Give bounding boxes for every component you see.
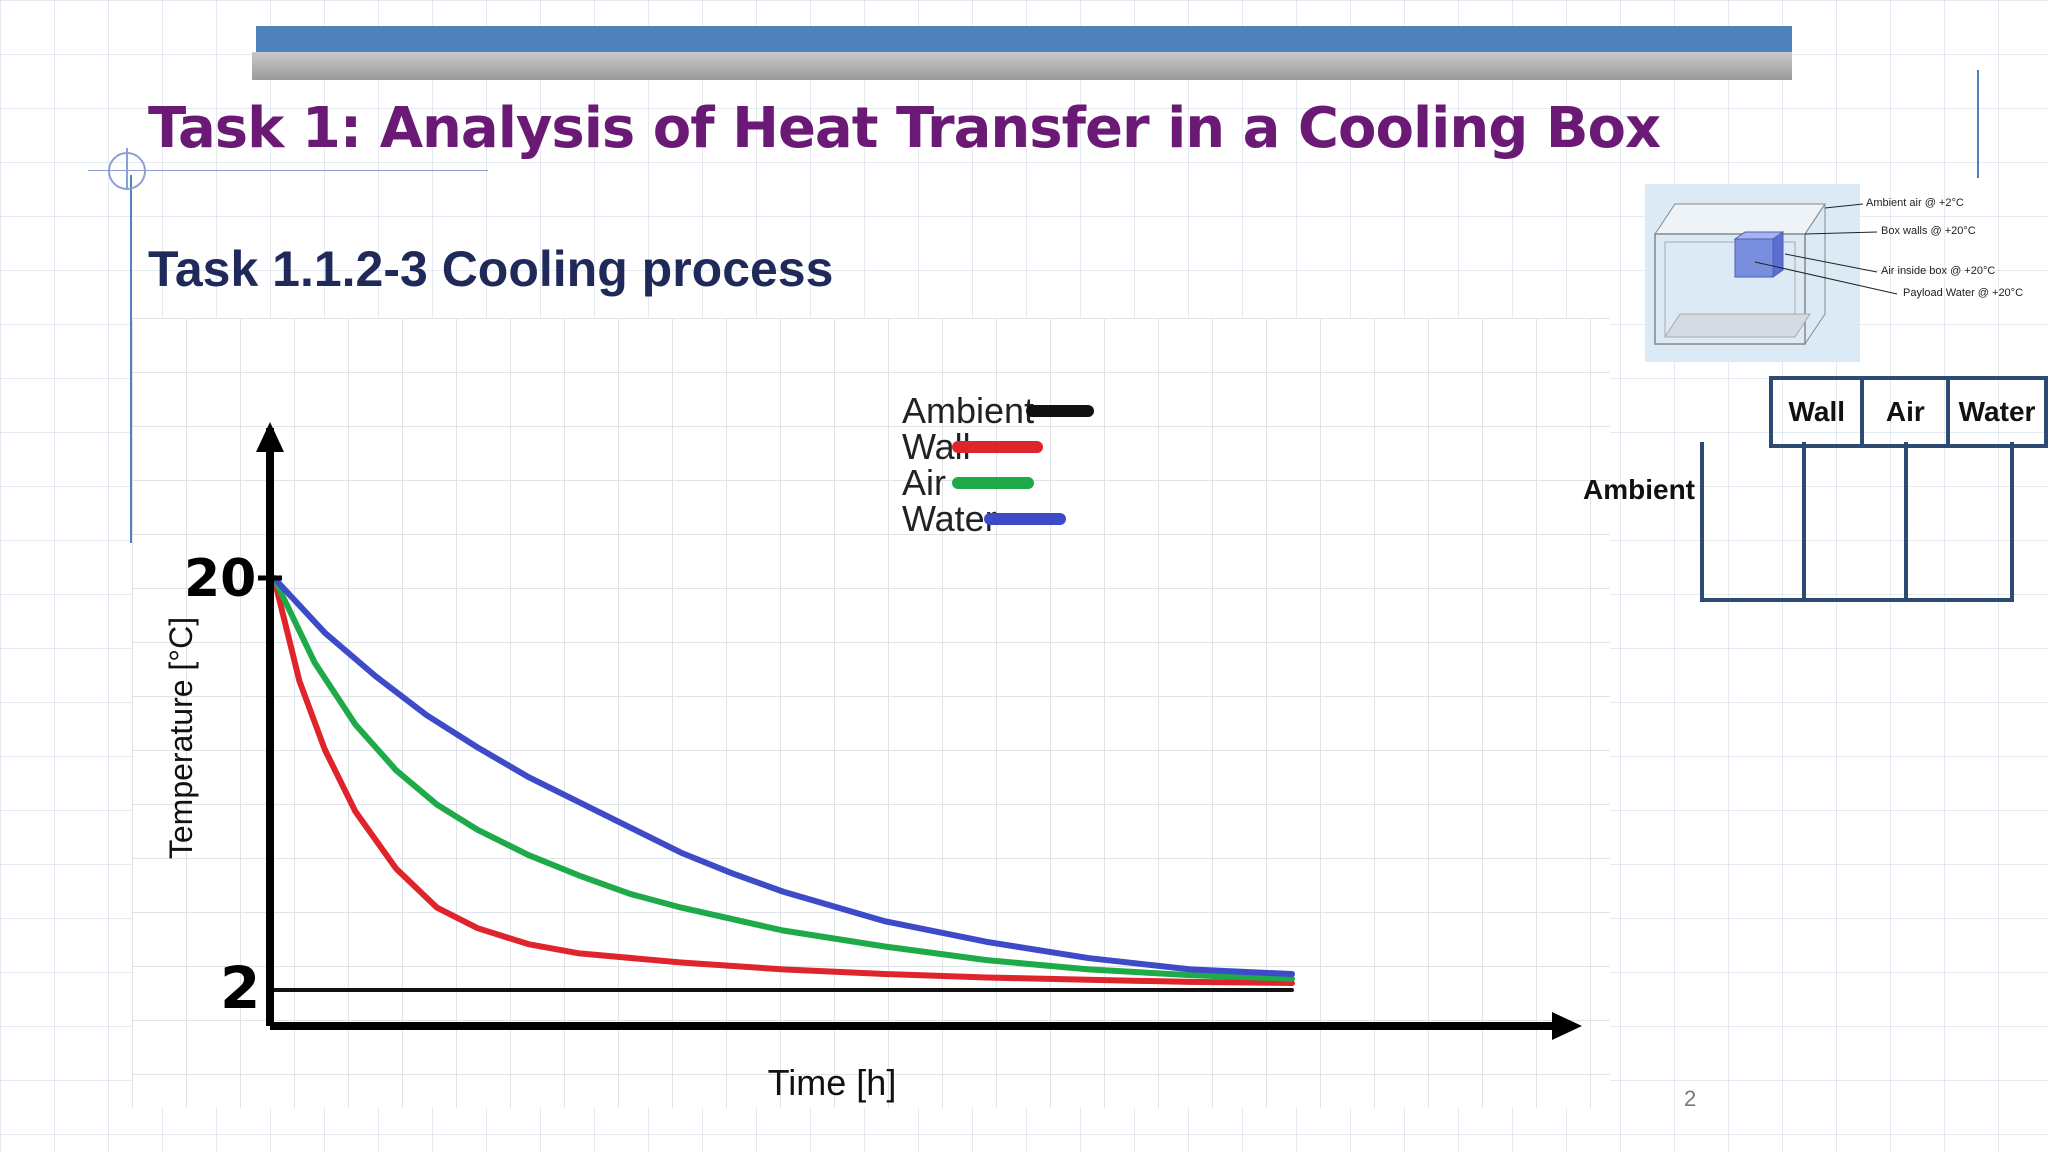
col-head-wall: Wall <box>1769 376 1865 448</box>
cooling-box-illustration <box>1645 184 1860 362</box>
x-axis-label: Time [h] <box>768 1062 897 1103</box>
col-head-water: Water <box>1946 376 2048 448</box>
top-shadow-bar <box>252 52 1792 80</box>
col-head-air: Air <box>1860 376 1951 448</box>
slide-subtitle: Task 1.1.2-3 Cooling process <box>148 241 834 297</box>
x-axis-arrow <box>1552 1012 1582 1040</box>
illustration-labels: Ambient air @ +2°C Box walls @ +20°C Air… <box>1645 184 2045 362</box>
legend-label-water: Water <box>902 498 997 539</box>
cell-ambient-water[interactable] <box>1908 442 2010 598</box>
row-head-ambient: Ambient <box>1583 474 1695 505</box>
y-tick-2: 2 <box>220 954 260 1022</box>
chart-canvas: 20 2 Time [h] Temperature [°C] AmbientWa… <box>132 318 1610 1108</box>
slide-title: Task 1: Analysis of Heat Transfer in a C… <box>148 96 1661 161</box>
y-tick-20: 20 <box>184 549 256 609</box>
right-rule <box>1977 70 1979 178</box>
series-line-water <box>274 578 1292 974</box>
legend-label-ambient: Ambient <box>902 390 1034 431</box>
page-number: 2 <box>1684 1086 1697 1111</box>
table-corner <box>1700 378 1771 446</box>
label-ambient-air: Ambient air @ +2°C <box>1866 197 1964 209</box>
legend-label-air: Air <box>902 462 946 503</box>
cooling-chart: 20 2 Time [h] Temperature [°C] Ambient Wa… <box>132 318 1610 1108</box>
label-payload-water: Payload Water @ +20°C <box>1903 287 2024 299</box>
y-axis-label: Temperature [°C] <box>163 617 199 859</box>
temperature-table: Wall Air Water <box>1700 376 2048 448</box>
left-rule <box>130 175 132 543</box>
top-accent-bar <box>256 26 1792 52</box>
cell-ambient-air[interactable] <box>1806 442 1908 598</box>
title-underline <box>88 170 488 171</box>
y-axis-arrow <box>256 422 284 452</box>
crosshair-line <box>126 148 128 190</box>
label-box-walls: Box walls @ +20°C <box>1881 225 1976 237</box>
series-line-air <box>274 578 1292 979</box>
series-line-wall <box>274 578 1292 983</box>
table-body-cells <box>1700 442 2014 602</box>
label-air-inside: Air inside box @ +20°C <box>1881 265 1996 277</box>
cell-ambient-wall[interactable] <box>1704 442 1806 598</box>
